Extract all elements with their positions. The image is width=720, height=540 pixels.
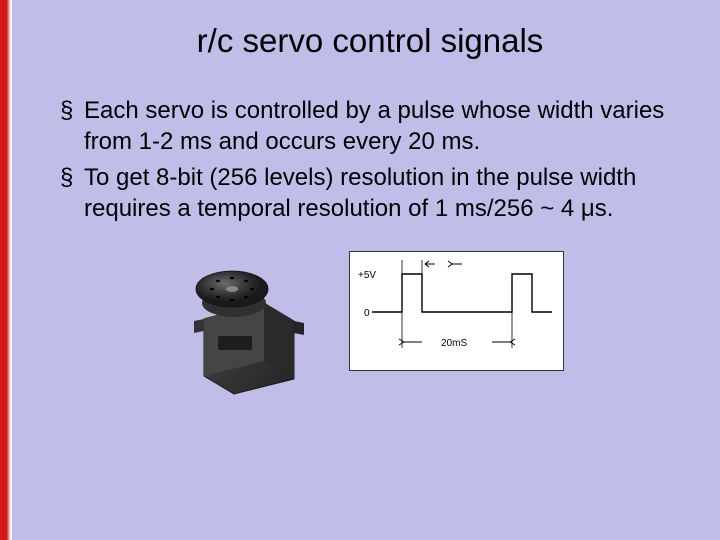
left-accent-stripe [0,0,12,540]
pulse-timing-diagram: +5V 0 20mS [349,251,564,371]
figure-row: +5V 0 20mS [60,251,680,396]
bullet-item: Each servo is controlled by a pulse whos… [82,96,680,157]
svg-text:0: 0 [364,308,370,319]
servo-photo [176,251,311,396]
slide-title: r/c servo control signals [60,22,680,60]
bullet-list: Each servo is controlled by a pulse whos… [60,96,680,225]
svg-text:20mS: 20mS [441,338,467,349]
svg-text:+5V: +5V [358,270,376,281]
bullet-item: To get 8-bit (256 levels) resolution in … [82,163,680,224]
slide-content: r/c servo control signals Each servo is … [0,0,720,396]
